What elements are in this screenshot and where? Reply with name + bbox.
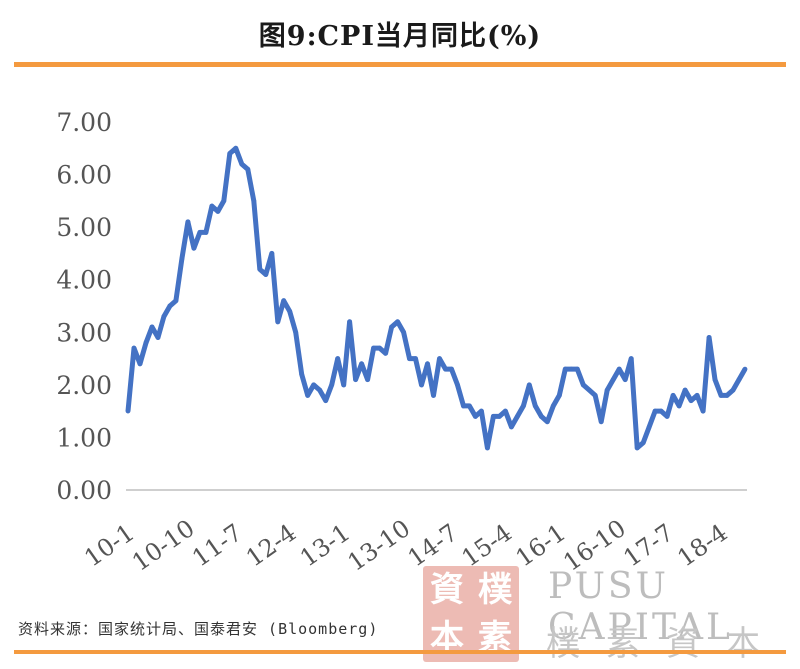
watermark-brand-en: PUSU CAPITAL — [548, 566, 733, 648]
x-tick-label: 16-1 — [511, 519, 571, 573]
y-tick-label: 4.00 — [56, 266, 112, 295]
x-tick-label: 10-1 — [79, 519, 139, 573]
watermark-brand-cn: 樸素資本 — [546, 624, 786, 664]
chart-title: 图9:CPI当月同比(%) — [258, 21, 542, 52]
x-tick-label: 10-10 — [127, 514, 200, 577]
y-tick-label: 6.00 — [56, 161, 112, 190]
y-axis: 0.00 1.00 2.00 3.00 4.00 5.00 6.00 7.00 — [56, 108, 112, 505]
y-tick-label: 3.00 — [56, 318, 112, 347]
x-tick-label: 13-1 — [295, 519, 355, 573]
x-tick-label: 12-4 — [241, 519, 301, 573]
cpi-line-chart: 0.00 1.00 2.00 3.00 4.00 5.00 6.00 7.00 10-110-… — [56, 108, 748, 577]
x-tick-label: 17-7 — [618, 519, 678, 573]
footer-divider — [14, 650, 786, 654]
y-tick-label: 0.00 — [56, 476, 112, 505]
title-divider — [14, 62, 786, 67]
y-tick-label: 5.00 — [56, 213, 112, 242]
x-tick-label: 11-7 — [187, 519, 247, 573]
seal-char: 樸 — [478, 570, 512, 610]
x-tick-label: 15-4 — [457, 519, 517, 573]
series-line-cpi — [125, 145, 748, 451]
y-tick-label: 1.00 — [56, 423, 112, 452]
source-note: 资料来源：国家统计局、国泰君安 (Bloomberg) — [18, 620, 379, 638]
y-tick-label: 2.00 — [56, 371, 112, 400]
x-tick-label: 13-10 — [343, 514, 416, 577]
x-tick-label: 14-7 — [403, 519, 463, 573]
x-tick-label: 18-4 — [672, 519, 732, 573]
data-points — [125, 145, 748, 451]
seal-logo: 資 樸 本 素 — [423, 566, 519, 662]
seal-char: 資 — [430, 570, 464, 610]
y-tick-label: 7.00 — [56, 108, 112, 137]
